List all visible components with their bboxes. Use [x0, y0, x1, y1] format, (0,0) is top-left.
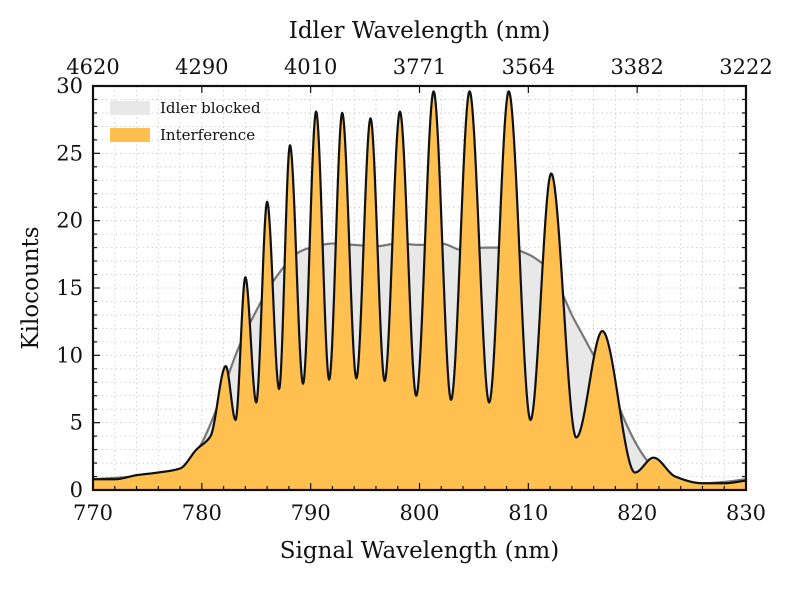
top-x-tick-label: 3382 [610, 55, 663, 79]
x-tick-label: 820 [617, 501, 657, 525]
y-tick-label: 10 [56, 343, 83, 367]
x-tick-label: 770 [73, 501, 113, 525]
top-x-axis-title: Idler Wavelength (nm) [289, 18, 550, 44]
top-x-tick-label: 4620 [66, 55, 119, 79]
plot-area [92, 90, 747, 490]
x-tick-label: 830 [726, 501, 766, 525]
x-axis-title: Signal Wavelength (nm) [280, 538, 559, 564]
grid [93, 86, 746, 490]
ticks [92, 85, 747, 491]
y-tick-label: 0 [70, 478, 83, 502]
series-interference-line [92, 90, 747, 485]
x-tick-label: 800 [399, 501, 439, 525]
legend-swatch-interference [110, 128, 150, 142]
x-tick-label: 790 [291, 501, 331, 525]
top-x-tick-label: 3564 [502, 55, 555, 79]
series-idler-blocked-line [92, 242, 747, 485]
y-tick-label: 20 [56, 209, 83, 233]
top-x-tick-label: 4290 [175, 55, 228, 79]
legend-swatch-idler-blocked [110, 101, 150, 115]
legend-label-interference: Interference [160, 126, 255, 144]
x-tick-label: 780 [182, 501, 222, 525]
top-x-tick-label: 3222 [719, 55, 772, 79]
y-tick-label: 25 [56, 141, 83, 165]
legend: Idler blocked Interference [110, 99, 261, 144]
series-interference-fill [93, 91, 746, 490]
y-tick-label: 15 [56, 276, 83, 300]
legend-label-idler-blocked: Idler blocked [160, 99, 261, 117]
y-axis-title: Kilocounts [18, 226, 44, 349]
top-x-tick-label: 3771 [393, 55, 446, 79]
top-x-tick-label: 4010 [284, 55, 337, 79]
x-tick-label: 810 [508, 501, 548, 525]
y-tick-label: 30 [56, 74, 83, 98]
y-tick-label: 5 [70, 411, 83, 435]
